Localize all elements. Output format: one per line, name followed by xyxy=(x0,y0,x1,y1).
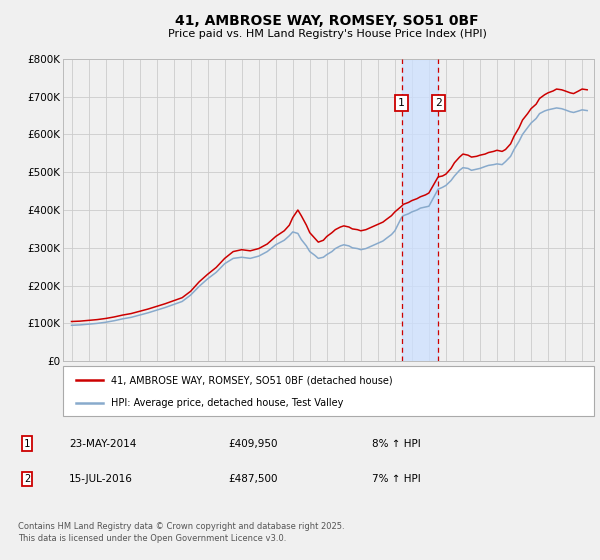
Text: 7% ↑ HPI: 7% ↑ HPI xyxy=(372,474,421,484)
Text: HPI: Average price, detached house, Test Valley: HPI: Average price, detached house, Test… xyxy=(111,398,343,408)
Text: Price paid vs. HM Land Registry's House Price Index (HPI): Price paid vs. HM Land Registry's House … xyxy=(167,29,487,39)
Text: 2: 2 xyxy=(435,97,442,108)
Text: 2: 2 xyxy=(24,474,30,484)
Text: Contains HM Land Registry data © Crown copyright and database right 2025.
This d: Contains HM Land Registry data © Crown c… xyxy=(18,522,344,543)
Text: £409,950: £409,950 xyxy=(228,438,277,449)
Text: 41, AMBROSE WAY, ROMSEY, SO51 0BF (detached house): 41, AMBROSE WAY, ROMSEY, SO51 0BF (detac… xyxy=(111,375,392,385)
Text: £487,500: £487,500 xyxy=(228,474,277,484)
Bar xyxy=(401,59,438,361)
Text: 23-MAY-2014: 23-MAY-2014 xyxy=(69,438,136,449)
Text: 1: 1 xyxy=(398,97,405,108)
Text: 8% ↑ HPI: 8% ↑ HPI xyxy=(372,438,421,449)
Text: 15-JUL-2016: 15-JUL-2016 xyxy=(69,474,133,484)
Text: 41, AMBROSE WAY, ROMSEY, SO51 0BF: 41, AMBROSE WAY, ROMSEY, SO51 0BF xyxy=(175,14,479,28)
Text: 1: 1 xyxy=(24,438,30,449)
